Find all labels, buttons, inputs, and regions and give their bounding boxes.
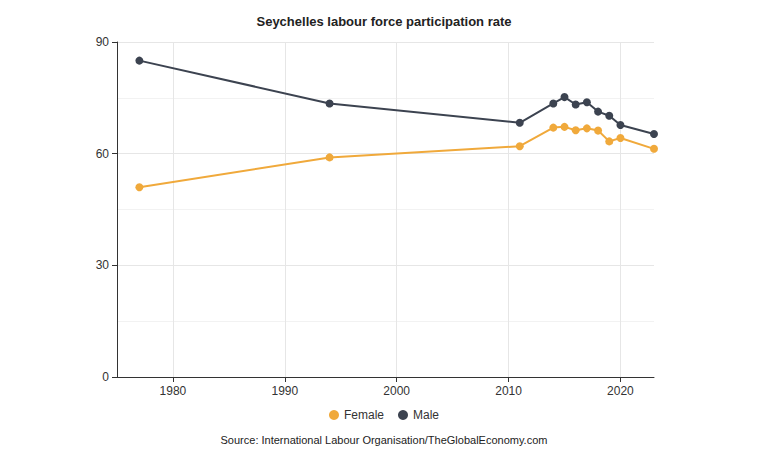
svg-text:Seychelles labour force partic: Seychelles labour force participation ra… (256, 14, 511, 29)
svg-text:0: 0 (102, 370, 109, 384)
svg-text:2020: 2020 (607, 384, 634, 398)
svg-text:2000: 2000 (383, 384, 410, 398)
svg-text:90: 90 (96, 35, 110, 49)
svg-text:30: 30 (96, 258, 110, 272)
svg-text:1980: 1980 (160, 384, 187, 398)
svg-text:Male: Male (413, 408, 439, 422)
svg-text:Female: Female (344, 408, 384, 422)
svg-text:60: 60 (96, 147, 110, 161)
svg-text:Source: International Labour O: Source: International Labour Organisatio… (221, 434, 548, 446)
svg-text:2010: 2010 (495, 384, 522, 398)
svg-text:1990: 1990 (271, 384, 298, 398)
